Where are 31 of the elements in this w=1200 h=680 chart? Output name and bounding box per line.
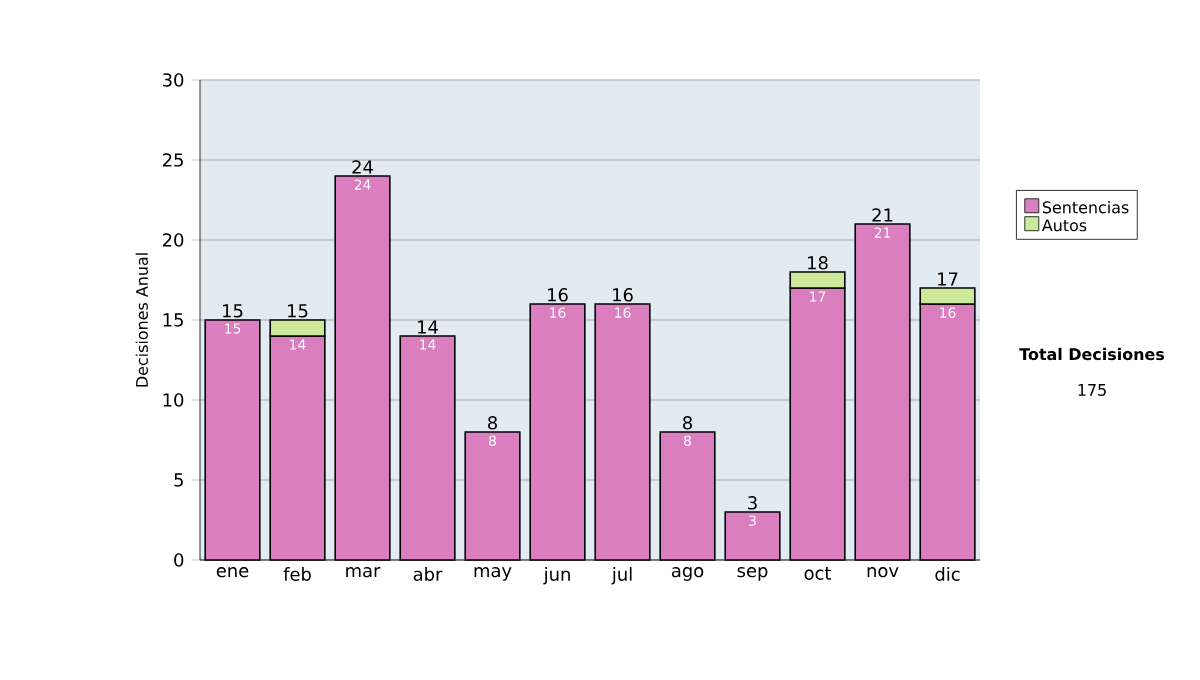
total-label: 24 (352, 160, 373, 174)
x-tick-label: nov (867, 567, 899, 578)
y-tick-label: 5 (174, 473, 183, 487)
x-tick-label: oct (804, 567, 832, 580)
x-tick-label: ene (216, 567, 249, 578)
total-label: 14 (418, 320, 438, 334)
x-tick-label: ago (671, 567, 704, 581)
total-label: 3 (748, 496, 757, 510)
x-tick-label: feb (283, 567, 311, 581)
x-tick-label: dic (935, 567, 960, 581)
x-tick-label: abr (413, 567, 443, 581)
x-tick-label: mar (346, 567, 381, 578)
y-tick-label: 25 (162, 153, 183, 167)
x-tick-label: jun (543, 567, 570, 585)
y-tick-label: 10 (163, 393, 184, 407)
total-label: 15 (223, 304, 243, 318)
total-label: 16 (613, 288, 633, 302)
y-tick-label: 15 (163, 313, 183, 327)
y-tick-label: 20 (162, 233, 184, 247)
total-label: 21 (872, 208, 893, 222)
total-label: 8 (488, 416, 497, 430)
total-label: 16 (548, 288, 568, 302)
x-tick-label: may (474, 567, 512, 581)
total-label: 17 (938, 272, 958, 286)
total-label: 8 (683, 416, 692, 430)
x-tick-label: sep (737, 567, 768, 581)
y-tick-label: 0 (174, 553, 184, 567)
y-tick-label: 30 (163, 73, 184, 87)
total-label: 18 (808, 256, 828, 270)
total-label: 15 (288, 304, 308, 318)
x-tick-label: jul (611, 567, 632, 585)
